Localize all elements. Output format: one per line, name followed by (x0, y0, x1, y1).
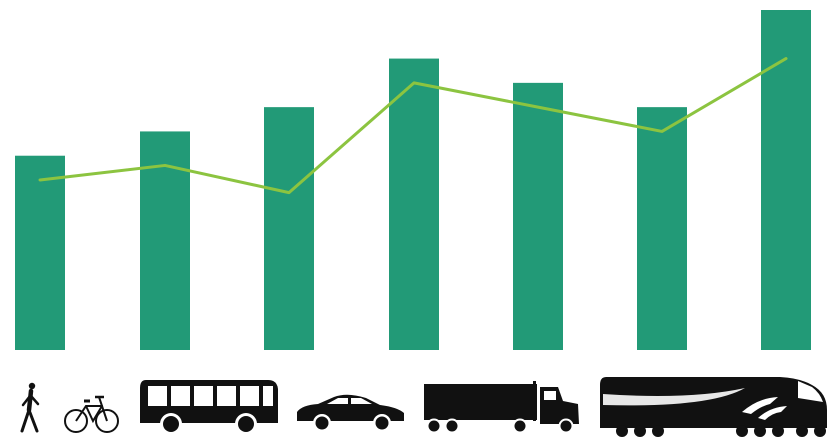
bicycle-icon (64, 395, 119, 433)
train-icon (600, 377, 827, 437)
bar-walk-bike (15, 155, 65, 350)
bar-train-1 (513, 82, 563, 350)
bus-icon (140, 380, 278, 435)
pedestrian-icon (20, 382, 40, 433)
bar-train-2 (637, 107, 687, 351)
car-icon (297, 394, 404, 432)
bar-train-3 (761, 10, 811, 350)
bar-series (15, 10, 811, 351)
line-series (38, 57, 788, 195)
truck-icon (424, 381, 579, 434)
bar-car (264, 107, 314, 351)
bar-truck (389, 58, 439, 350)
